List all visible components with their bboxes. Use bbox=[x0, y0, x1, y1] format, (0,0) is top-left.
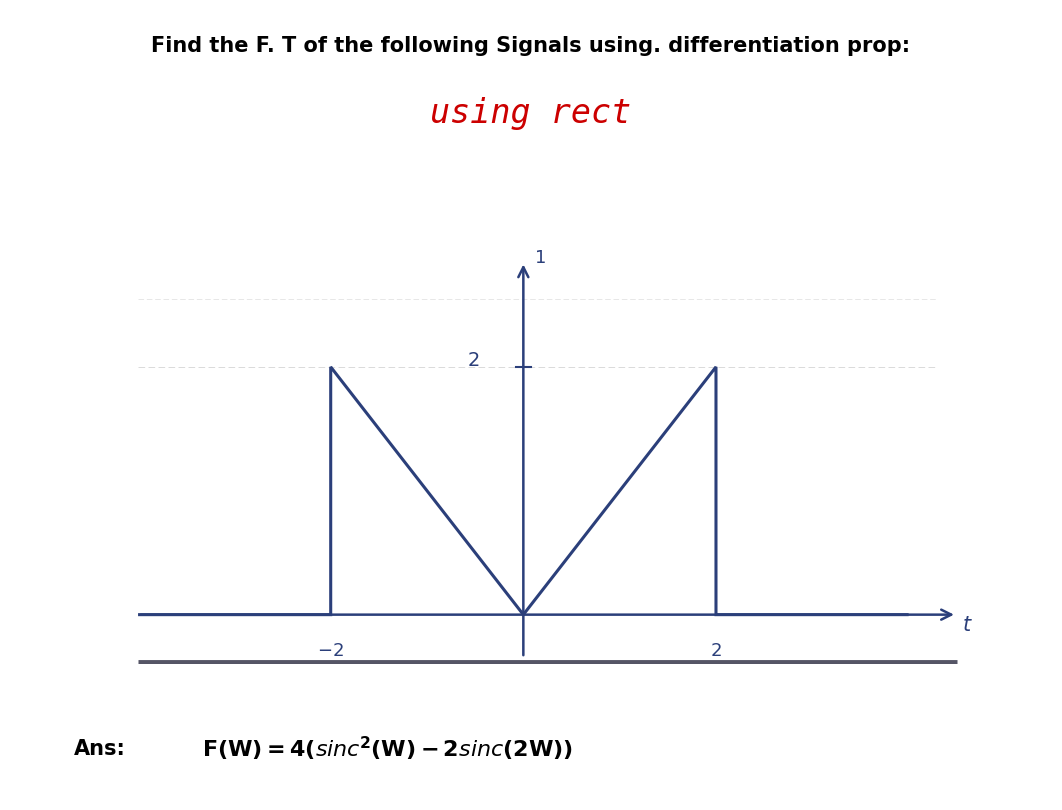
Text: $2$: $2$ bbox=[710, 642, 722, 660]
Text: Find the F. T of the following Signals using. differentiation prop:: Find the F. T of the following Signals u… bbox=[152, 36, 910, 57]
Text: $\mathbf{F(W)=4(}$$\mathit{sinc}$$\mathbf{^2(W) - 2}$$\mathit{sinc}$$\mathbf{(2W: $\mathbf{F(W)=4(}$$\mathit{sinc}$$\mathb… bbox=[202, 735, 573, 763]
Text: $t$: $t$ bbox=[961, 615, 973, 634]
Text: 2: 2 bbox=[467, 352, 480, 370]
Text: using rect: using rect bbox=[430, 97, 632, 130]
Text: 1: 1 bbox=[535, 249, 546, 266]
Text: Ans:: Ans: bbox=[74, 740, 126, 759]
Text: $-2$: $-2$ bbox=[318, 642, 344, 660]
